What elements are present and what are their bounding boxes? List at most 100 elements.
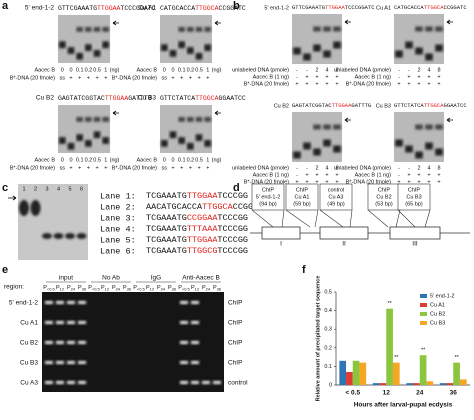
- row-cell: 0.5: [195, 157, 203, 163]
- panel-label: a: [2, 0, 9, 12]
- sequence-part: TCCCGG: [217, 191, 248, 201]
- gel-band: [56, 361, 64, 364]
- row-cell: -: [408, 67, 410, 73]
- row-cell: 4: [325, 165, 328, 171]
- stage-prefix: P: [123, 285, 127, 291]
- sequence-part: TCCCGG: [217, 224, 248, 234]
- y-axis-label: Relative amount of precipitated target s…: [315, 276, 321, 402]
- row-cell: +: [335, 81, 338, 87]
- gel-band: [204, 140, 211, 147]
- gel-band: [204, 117, 211, 122]
- sequence-part: TTGGAA: [97, 5, 121, 12]
- gel-band: [415, 47, 423, 55]
- bar: [379, 383, 387, 385]
- row-cell: +: [417, 81, 420, 87]
- group-label: IgG: [151, 275, 161, 282]
- row-label: Aacec B: [35, 67, 56, 73]
- sequence-part: GGAATCC: [219, 95, 246, 102]
- sequence-part: GAGTATCGGTAC: [58, 95, 105, 102]
- group-label: input: [59, 275, 73, 282]
- legend-label: Cu B2: [430, 311, 445, 317]
- lane-name: Lane 6:: [100, 246, 136, 256]
- stage-prefix: P: [146, 285, 150, 291]
- row-cell: 1: [206, 67, 209, 73]
- row-name: Cu B2: [20, 340, 38, 347]
- gel-name: Cu A1: [376, 5, 391, 11]
- gel-name: 5' end-1-2: [25, 5, 54, 12]
- gel-band: [59, 41, 66, 49]
- row-cell: (ng): [110, 67, 120, 73]
- sequence: GAGTATCGGTACTTGGAAGATTTG: [292, 102, 371, 109]
- gel-band: [333, 26, 341, 32]
- legend-swatch: [420, 294, 427, 298]
- gel-band: [425, 142, 433, 150]
- x-axis-label: Hours after larval-pupal ecdysis: [354, 402, 453, 409]
- y-tick-label: 0.3: [324, 327, 332, 333]
- gel-band: [85, 44, 92, 51]
- gel-band: [67, 361, 75, 364]
- gel-band: [425, 124, 433, 130]
- probe-label: (49 bp): [327, 201, 345, 207]
- sequence: CATGCACCATTGGCACCGGATC: [394, 4, 467, 11]
- row-label: unlabeled DNA (pmole): [232, 67, 289, 73]
- gel-band: [195, 117, 203, 122]
- gel-band: [85, 117, 92, 122]
- row-cell: +: [325, 74, 328, 80]
- y-tick-label: 0.4: [324, 308, 332, 314]
- sequence-part: CATGCACCA: [394, 4, 424, 11]
- gel-band: [161, 44, 168, 51]
- gel-band: [42, 233, 52, 239]
- lane-name: Lane 1:: [100, 191, 136, 201]
- row-cell: +: [427, 81, 430, 87]
- row-label: unlabeled DNA (pmole): [334, 165, 391, 171]
- row-cell: +: [397, 81, 400, 87]
- row-cell: +: [407, 172, 410, 178]
- gel-band: [323, 124, 331, 130]
- stage-prefix: P: [88, 285, 92, 291]
- row-name: Cu A1: [20, 320, 38, 327]
- row-cell: 1: [104, 67, 107, 73]
- gel-band: [313, 26, 321, 32]
- bar: [392, 362, 400, 385]
- row-cell: +: [417, 179, 420, 185]
- row-cell: +: [189, 75, 192, 81]
- gel-band: [395, 139, 403, 147]
- row-cell: 4: [427, 67, 430, 73]
- probe-label: ChIP: [408, 187, 421, 193]
- gel-band: [67, 47, 75, 54]
- row-cell: 0.2: [85, 157, 93, 163]
- row-type: control: [228, 380, 248, 387]
- bar: [386, 308, 393, 385]
- sequence-part: TTGGAA: [187, 235, 219, 245]
- stage-label: P24: [202, 285, 211, 291]
- significance: **: [421, 348, 426, 354]
- row-cell: 0: [171, 67, 174, 73]
- stage-subscript: <0.5: [47, 287, 56, 292]
- row-cell: -: [398, 172, 400, 178]
- row-cell: 0.5: [93, 67, 101, 73]
- row-cell: (ng): [212, 67, 222, 73]
- bar: [352, 360, 360, 385]
- gel-band: [76, 52, 83, 60]
- gel-band: [56, 341, 64, 344]
- lane-number: 2: [34, 186, 37, 192]
- row-cell: +: [437, 172, 440, 178]
- row-cell: 1: [104, 157, 107, 163]
- row-cell: -: [398, 67, 400, 73]
- row-cell: 0: [61, 157, 64, 163]
- gel-band: [76, 134, 83, 141]
- region-label: region:: [4, 284, 24, 291]
- row-cell: +: [417, 74, 420, 80]
- gel-band: [53, 233, 64, 239]
- gel-band: [45, 361, 53, 364]
- row-cell: 0: [171, 157, 174, 163]
- x-tick-label: 12: [383, 390, 391, 397]
- gel-band: [102, 27, 109, 32]
- row-cell: ss: [162, 165, 168, 171]
- stage-label: P<0.5: [43, 285, 55, 291]
- legend-swatch: [420, 303, 427, 307]
- stage-prefix: P: [78, 285, 82, 291]
- stage-subscript: <0.5: [92, 287, 101, 292]
- sequence-part: TTGGAA: [325, 4, 346, 11]
- row-label: Aacec B (1 ng): [253, 74, 290, 80]
